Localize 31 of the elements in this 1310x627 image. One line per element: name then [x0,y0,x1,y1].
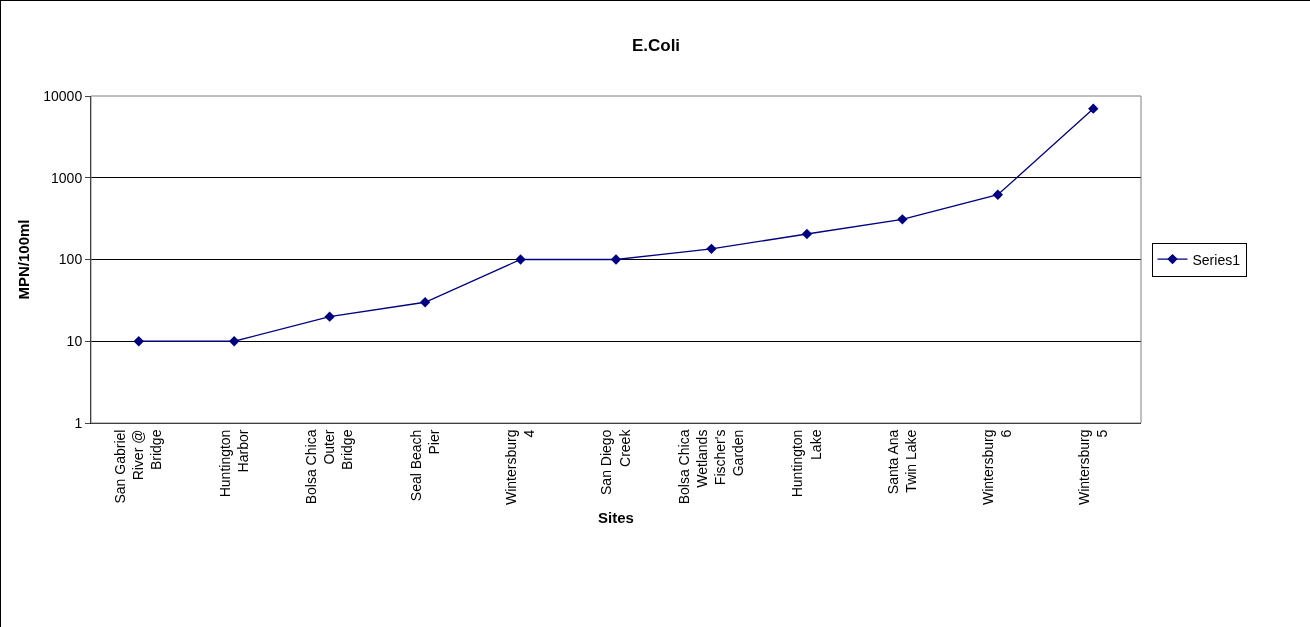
point [419,297,431,308]
point [610,254,622,265]
y-tick-label: 100 [58,251,83,268]
chart-title: E.Coli [631,35,681,55]
point [133,336,144,347]
x-tick-label: Seal Beach Pier [407,429,442,502]
x-tick-label: Santa Ana Twin Lake [884,429,920,495]
y-axis-title: MPN/100ml [14,219,32,300]
point [801,228,813,240]
x-tick-label: Wintersburg 5 [1075,429,1110,506]
point [992,189,1004,200]
y-tick-label: 10 [66,333,83,350]
x-axis-title: Sites [598,509,634,527]
x-tick-label: Huntington Lake [789,429,824,498]
y-tick-label: 1000 [51,169,83,186]
x-tick-label: Wintersburg 6 [980,429,1015,506]
y-tick-label: 1 [74,414,83,431]
point [1088,103,1099,114]
point [897,214,908,225]
x-tick-label: San Diego Creek [598,428,633,495]
x-tick-label: Bolsa Chica Wetlands Fischer's Garden [675,429,747,505]
x-tick-label: Huntington Harbor [216,429,251,498]
point [706,243,717,255]
x-tick-label: Bolsa Chica Outer Bridge [302,429,356,505]
x-tick-label: San Gabriel River @ Bridge [112,429,165,504]
point [228,336,240,347]
point [324,311,335,322]
point [515,254,526,265]
y-tick-label: 10000 [43,87,83,104]
legend-label: Series1 [1192,251,1241,268]
x-tick-label: Wintersburg 4 [503,429,538,506]
